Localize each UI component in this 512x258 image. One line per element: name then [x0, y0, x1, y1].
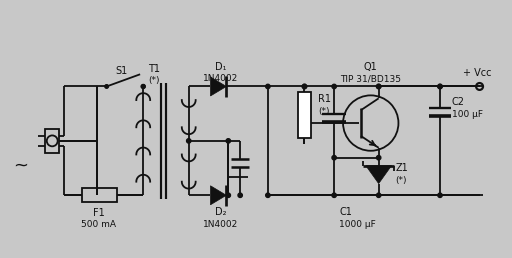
Circle shape — [105, 85, 109, 88]
Bar — [297, 92, 311, 138]
Text: S1: S1 — [115, 66, 127, 76]
Circle shape — [226, 139, 230, 143]
Text: + Vcc: + Vcc — [463, 68, 492, 78]
Circle shape — [302, 84, 307, 89]
Circle shape — [332, 156, 336, 160]
Text: 1N4002: 1N4002 — [203, 220, 238, 229]
Circle shape — [438, 193, 442, 197]
Text: Q1: Q1 — [364, 62, 378, 72]
Text: C2: C2 — [452, 97, 465, 107]
Polygon shape — [210, 186, 226, 205]
Circle shape — [376, 84, 381, 89]
Circle shape — [105, 85, 109, 88]
Circle shape — [376, 193, 381, 197]
Circle shape — [238, 193, 242, 197]
Circle shape — [332, 84, 336, 89]
Circle shape — [332, 193, 336, 197]
Circle shape — [438, 84, 442, 89]
Text: Z1: Z1 — [395, 163, 408, 173]
Circle shape — [266, 193, 270, 197]
Text: 500 mA: 500 mA — [81, 220, 116, 229]
Text: 100 μF: 100 μF — [452, 110, 483, 119]
Bar — [45, 129, 59, 153]
Circle shape — [226, 193, 230, 197]
Text: TIP 31/BD135: TIP 31/BD135 — [340, 74, 401, 83]
Circle shape — [186, 139, 191, 143]
Text: R1: R1 — [318, 94, 331, 104]
Text: D₂: D₂ — [215, 207, 226, 217]
Text: 1000 μF: 1000 μF — [339, 220, 376, 229]
Polygon shape — [366, 166, 392, 184]
Text: C1: C1 — [339, 207, 352, 217]
Text: (*): (*) — [148, 76, 160, 85]
Circle shape — [266, 84, 270, 89]
Circle shape — [376, 84, 381, 89]
Text: (*): (*) — [318, 107, 330, 116]
Text: (*): (*) — [395, 176, 407, 185]
Text: ~: ~ — [13, 157, 28, 175]
Circle shape — [376, 156, 381, 160]
Circle shape — [438, 84, 442, 89]
Circle shape — [302, 84, 307, 89]
Text: F1: F1 — [93, 208, 104, 218]
Circle shape — [141, 85, 145, 88]
Bar — [82, 188, 117, 202]
Text: D₁: D₁ — [215, 62, 226, 72]
Text: T1: T1 — [148, 64, 160, 74]
Polygon shape — [210, 77, 226, 96]
Text: 1N4002: 1N4002 — [203, 74, 238, 83]
